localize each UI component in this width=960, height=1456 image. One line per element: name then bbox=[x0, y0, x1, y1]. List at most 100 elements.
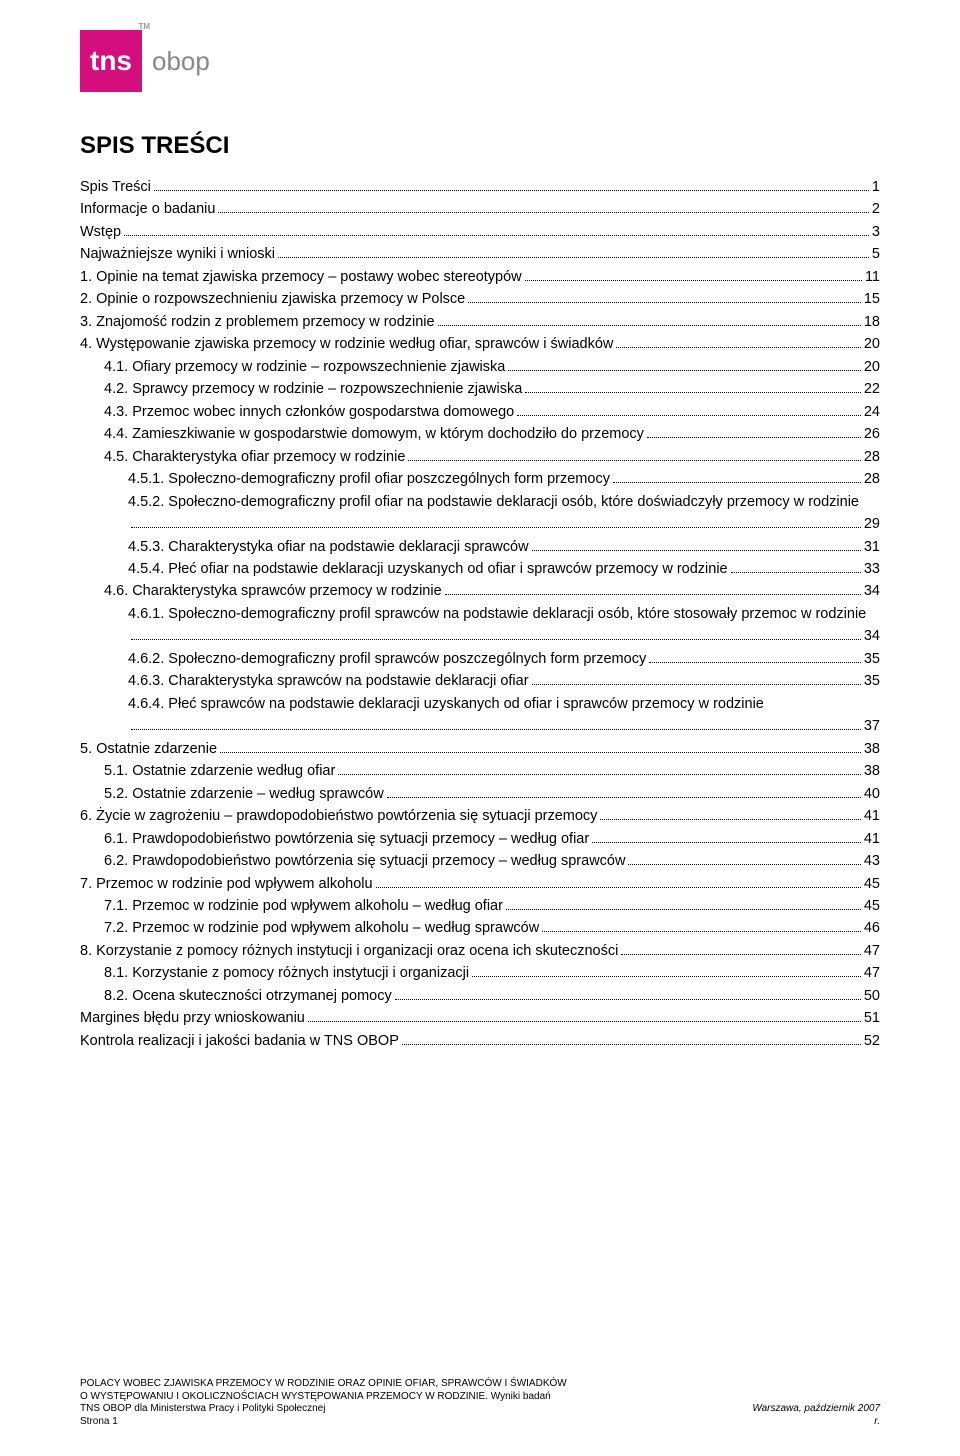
toc-label: Kontrola realizacji i jakości badania w … bbox=[80, 1030, 399, 1052]
toc-entry: 6.2. Prawdopodobieństwo powtórzenia się … bbox=[80, 850, 880, 872]
toc-label: 4.5.4. Płeć ofiar na podstawie deklaracj… bbox=[128, 558, 728, 580]
toc-dots bbox=[220, 740, 861, 752]
toc-entry: 4.6.2. Społeczno-demograficzny profil sp… bbox=[80, 648, 880, 670]
toc-entry: 4.3. Przemoc wobec innych członków gospo… bbox=[80, 401, 880, 423]
toc-dots bbox=[131, 718, 861, 730]
toc-entry: 4.5.3. Charakterystyka ofiar na podstawi… bbox=[80, 536, 880, 558]
footer-right: Warszawa, październik 2007 r. bbox=[752, 1403, 880, 1428]
toc-entry: 4.6.4. Płeć sprawców na podstawie deklar… bbox=[80, 693, 880, 738]
toc-dots bbox=[508, 358, 861, 370]
toc-dots bbox=[218, 201, 869, 213]
toc-entry: Margines błędu przy wnioskowaniu 51 bbox=[80, 1007, 880, 1029]
toc-page: 1 bbox=[872, 176, 880, 198]
page-footer: POLACY WOBEC ZJAWISKA PRZEMOCY W RODZINI… bbox=[80, 1378, 880, 1428]
toc-label: 8.1. Korzystanie z pomocy różnych instyt… bbox=[104, 962, 469, 984]
toc-label: 3. Znajomość rodzin z problemem przemocy… bbox=[80, 311, 435, 333]
toc-entry: 5.1. Ostatnie zdarzenie według ofiar 38 bbox=[80, 760, 880, 782]
toc-dots bbox=[376, 875, 861, 887]
footer-line: O WYSTĘPOWANIU I OKOLICZNOŚCIACH WYSTĘPO… bbox=[80, 1391, 567, 1404]
toc-dots bbox=[506, 898, 861, 910]
toc-label: 6.2. Prawdopodobieństwo powtórzenia się … bbox=[104, 850, 625, 872]
toc-dots bbox=[542, 920, 861, 932]
toc-label: 8. Korzystanie z pomocy różnych instytuc… bbox=[80, 940, 618, 962]
toc-dots bbox=[154, 179, 869, 191]
toc-dots bbox=[649, 651, 861, 663]
toc-label: 4.2. Sprawcy przemocy w rodzinie – rozpo… bbox=[104, 378, 522, 400]
toc-dots bbox=[438, 314, 861, 326]
toc-dots bbox=[445, 583, 861, 595]
toc-entry: 8.2. Ocena skuteczności otrzymanej pomoc… bbox=[80, 985, 880, 1007]
toc-entry: 7.1. Przemoc w rodzinie pod wpływem alko… bbox=[80, 895, 880, 917]
toc-page: 28 bbox=[864, 446, 880, 468]
toc-dots bbox=[616, 336, 860, 348]
toc-dots bbox=[395, 988, 861, 1000]
toc-label: 4.6.2. Społeczno-demograficzny profil sp… bbox=[128, 648, 646, 670]
toc-entry: 4.5.1. Społeczno-demograficzny profil of… bbox=[80, 468, 880, 490]
logo-box: tns TM bbox=[80, 30, 142, 92]
toc-row: 37 bbox=[128, 715, 880, 737]
toc-page: 37 bbox=[864, 715, 880, 737]
toc-entry: 5.2. Ostatnie zdarzenie – według sprawcó… bbox=[80, 783, 880, 805]
toc-entry: 4.6. Charakterystyka sprawców przemocy w… bbox=[80, 580, 880, 602]
toc-label: Najważniejsze wyniki i wnioski bbox=[80, 243, 275, 265]
toc-dots bbox=[402, 1033, 861, 1045]
toc-entry: Wstęp 3 bbox=[80, 221, 880, 243]
toc-label: 7.1. Przemoc w rodzinie pod wpływem alko… bbox=[104, 895, 503, 917]
toc-page: 18 bbox=[864, 311, 880, 333]
toc-label: 5. Ostatnie zdarzenie bbox=[80, 738, 217, 760]
toc-page: 15 bbox=[864, 288, 880, 310]
toc-label: 4.3. Przemoc wobec innych członków gospo… bbox=[104, 401, 514, 423]
toc-entry: 4.4. Zamieszkiwanie w gospodarstwie domo… bbox=[80, 423, 880, 445]
toc-dots bbox=[525, 269, 862, 281]
toc-label: 4.5.1. Społeczno-demograficzny profil of… bbox=[128, 468, 610, 490]
toc-page: 3 bbox=[872, 221, 880, 243]
footer-left: POLACY WOBEC ZJAWISKA PRZEMOCY W RODZINI… bbox=[80, 1378, 567, 1428]
toc-entry: 3. Znajomość rodzin z problemem przemocy… bbox=[80, 311, 880, 333]
toc-dots bbox=[532, 673, 861, 685]
toc-page: 41 bbox=[864, 828, 880, 850]
toc-label: 6. Życie w zagrożeniu – prawdopodobieńst… bbox=[80, 805, 597, 827]
toc-page: 46 bbox=[864, 917, 880, 939]
logo-box-text: tns bbox=[90, 45, 132, 77]
logo-tm: TM bbox=[138, 22, 150, 31]
toc-label: 4.1. Ofiary przemocy w rodzinie – rozpow… bbox=[104, 356, 505, 378]
toc-entry: 4.5. Charakterystyka ofiar przemocy w ro… bbox=[80, 446, 880, 468]
toc-page: 43 bbox=[864, 850, 880, 872]
toc-entry: 6.1. Prawdopodobieństwo powtórzenia się … bbox=[80, 828, 880, 850]
toc-dots bbox=[338, 763, 861, 775]
toc-entry: 7. Przemoc w rodzinie pod wpływem alkoho… bbox=[80, 873, 880, 895]
toc-dots bbox=[308, 1010, 861, 1022]
toc-page: 29 bbox=[864, 513, 880, 535]
toc-page: 45 bbox=[864, 895, 880, 917]
toc-label: 4.5. Charakterystyka ofiar przemocy w ro… bbox=[104, 446, 405, 468]
toc-entry: 4.1. Ofiary przemocy w rodzinie – rozpow… bbox=[80, 356, 880, 378]
toc-label: 7. Przemoc w rodzinie pod wpływem alkoho… bbox=[80, 873, 373, 895]
toc-entry: 5. Ostatnie zdarzenie 38 bbox=[80, 738, 880, 760]
footer-line: Strona 1 bbox=[80, 1416, 567, 1429]
toc-entry: 8.1. Korzystanie z pomocy różnych instyt… bbox=[80, 962, 880, 984]
toc-page: 24 bbox=[864, 401, 880, 423]
toc-page: 22 bbox=[864, 378, 880, 400]
toc-label: Spis Treści bbox=[80, 176, 151, 198]
toc-dots bbox=[731, 561, 861, 573]
toc-label: 5.2. Ostatnie zdarzenie – według sprawcó… bbox=[104, 783, 384, 805]
toc-page: 38 bbox=[864, 738, 880, 760]
toc-dots bbox=[472, 965, 861, 977]
toc-entry: 8. Korzystanie z pomocy różnych instytuc… bbox=[80, 940, 880, 962]
table-of-contents: Spis Treści 1Informacje o badaniu 2Wstęp… bbox=[80, 176, 880, 1052]
toc-page: 40 bbox=[864, 783, 880, 805]
toc-entry: 4.6.3. Charakterystyka sprawców na podst… bbox=[80, 670, 880, 692]
toc-label: 4.6. Charakterystyka sprawców przemocy w… bbox=[104, 580, 442, 602]
toc-label: 4.6.3. Charakterystyka sprawców na podst… bbox=[128, 670, 529, 692]
toc-dots bbox=[592, 830, 861, 842]
toc-page: 52 bbox=[864, 1030, 880, 1052]
toc-label: 6.1. Prawdopodobieństwo powtórzenia się … bbox=[104, 828, 589, 850]
toc-entry: 4.2. Sprawcy przemocy w rodzinie – rozpo… bbox=[80, 378, 880, 400]
toc-page: 38 bbox=[864, 760, 880, 782]
toc-entry: 4.6.1. Społeczno-demograficzny profil sp… bbox=[80, 603, 880, 648]
footer-line: POLACY WOBEC ZJAWISKA PRZEMOCY W RODZINI… bbox=[80, 1378, 567, 1391]
toc-entry: Informacje o badaniu 2 bbox=[80, 198, 880, 220]
logo-side-text: obop bbox=[152, 46, 210, 77]
toc-row: 34 bbox=[128, 625, 880, 647]
toc-label: 8.2. Ocena skuteczności otrzymanej pomoc… bbox=[104, 985, 392, 1007]
